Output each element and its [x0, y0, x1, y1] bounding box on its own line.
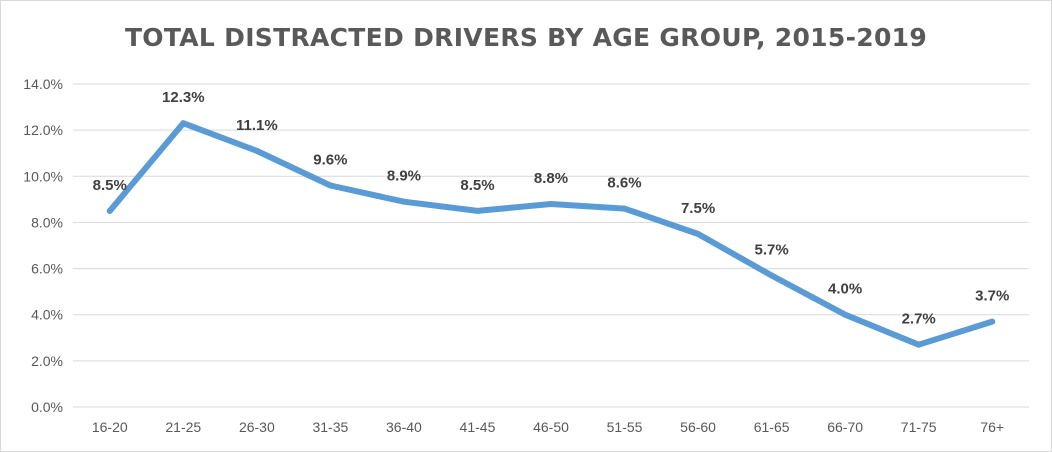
data-label: 8.5%	[93, 177, 127, 194]
data-point	[180, 120, 187, 127]
data-label: 8.8%	[534, 170, 568, 187]
x-tick-label: 31-35	[312, 419, 348, 435]
x-tick-label: 51-55	[607, 419, 643, 435]
x-tick-label: 61-65	[754, 419, 790, 435]
data-point	[695, 230, 702, 237]
data-label: 12.3%	[162, 89, 205, 106]
data-point	[621, 205, 628, 212]
data-label: 7.5%	[681, 200, 715, 217]
data-label: 2.7%	[902, 311, 936, 328]
y-tick-label: 4.0%	[31, 307, 63, 323]
data-point	[400, 198, 407, 205]
data-label: 3.7%	[975, 288, 1009, 305]
data-label: 11.1%	[236, 117, 278, 134]
x-tick-label: 46-50	[533, 419, 569, 435]
y-tick-label: 14.0%	[23, 76, 63, 92]
data-label: 8.9%	[387, 168, 421, 185]
y-tick-label: 0.0%	[31, 399, 63, 415]
data-point	[474, 207, 481, 214]
data-label: 5.7%	[755, 241, 789, 258]
data-point	[989, 318, 996, 325]
series-line	[106, 120, 996, 348]
x-tick-label: 71-75	[901, 419, 937, 435]
data-point	[253, 147, 260, 154]
x-tick-label: 16-20	[92, 419, 128, 435]
data-point	[548, 200, 554, 207]
data-label: 4.0%	[828, 281, 862, 298]
x-tick-label: 26-30	[239, 419, 275, 435]
chart-title: TOTAL DISTRACTED DRIVERS BY AGE GROUP, 2…	[124, 23, 928, 52]
y-tick-label: 8.0%	[31, 214, 63, 230]
x-tick-label: 21-25	[165, 419, 201, 435]
data-label: 8.6%	[607, 175, 641, 192]
x-tick-label: 36-40	[386, 419, 422, 435]
y-tick-label: 2.0%	[31, 353, 63, 369]
data-label: 8.5%	[460, 177, 494, 194]
data-label: 9.6%	[313, 152, 347, 169]
data-point	[915, 341, 922, 348]
y-tick-label: 12.0%	[23, 122, 63, 138]
x-tick-label: 66-70	[827, 419, 863, 435]
x-tick-label: 41-45	[460, 419, 496, 435]
data-point	[327, 182, 334, 189]
x-tick-label: 76+	[980, 419, 1004, 435]
x-tick-label: 56-60	[680, 419, 716, 435]
y-tick-label: 6.0%	[31, 261, 63, 277]
data-point	[106, 207, 113, 214]
y-tick-label: 10.0%	[23, 168, 63, 184]
data-point	[842, 311, 849, 318]
data-point	[768, 272, 775, 279]
